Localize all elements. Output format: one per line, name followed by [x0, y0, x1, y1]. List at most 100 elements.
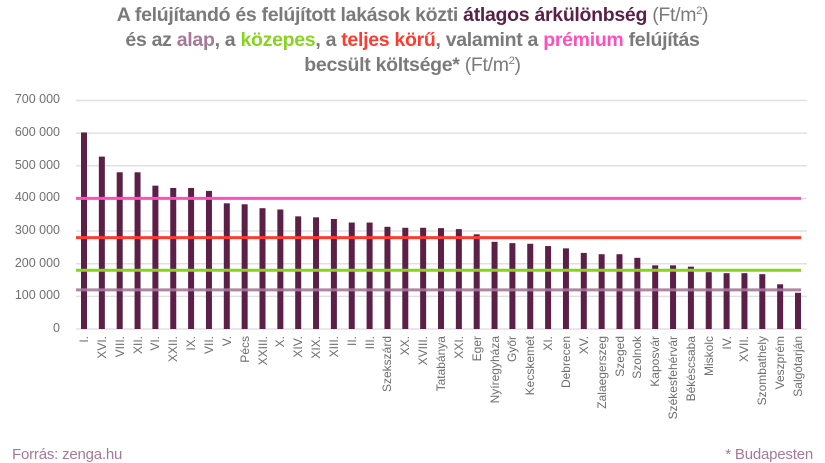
bar — [777, 284, 784, 329]
y-tick-label: 0 — [53, 321, 60, 335]
x-tick-label: V. — [219, 336, 234, 347]
title-unit-text: (Ft/m — [459, 54, 509, 76]
x-tick-label: XVI. — [94, 336, 109, 359]
bar — [384, 226, 391, 329]
title-text: és az — [125, 29, 177, 51]
bar — [330, 218, 337, 329]
bar — [295, 216, 302, 329]
bar — [759, 274, 766, 329]
title-line-2: és az alap, a közepes, a teljes körű, va… — [0, 28, 825, 53]
x-tick-label: XX. — [398, 336, 413, 356]
bar — [455, 229, 462, 329]
title-unit-close: ) — [514, 54, 522, 76]
x-tick-label: Békéscsaba — [683, 336, 698, 402]
x-tick-label: Szeged — [612, 336, 627, 377]
title-highlight-alap: alap — [176, 29, 215, 51]
bar — [723, 273, 730, 329]
x-tick-label: Szombathely — [755, 336, 770, 406]
y-tick-label: 300 000 — [14, 223, 60, 238]
bar — [670, 265, 677, 329]
bar — [81, 132, 87, 329]
bar — [259, 208, 266, 329]
y-tick-label: 200 000 — [14, 255, 60, 270]
bar — [366, 222, 373, 329]
source-footer: Forrás: zenga.hu — [12, 446, 123, 463]
x-tick-label: Szolnok — [630, 336, 645, 379]
bar — [241, 204, 248, 329]
x-tick-label: X. — [273, 336, 288, 348]
bar — [223, 203, 230, 329]
bar — [170, 187, 177, 329]
note-footer: * Budapesten — [725, 446, 813, 463]
title-highlight-avg: átlagos árkülönbség — [463, 4, 648, 26]
x-tick-label: VIII. — [112, 336, 127, 358]
bar — [652, 265, 659, 329]
bar — [741, 273, 748, 329]
bar — [616, 254, 623, 329]
x-tick-label: Miskolc — [701, 336, 716, 377]
title-text: , a — [214, 29, 241, 51]
y-tick-label: 700 000 — [14, 92, 60, 107]
y-tick-label: 600 000 — [14, 125, 60, 140]
bar — [152, 185, 159, 329]
title-unit-sup: 2 — [508, 55, 515, 67]
bar — [705, 272, 712, 329]
bar — [491, 241, 498, 329]
x-tick-label: Zalaegerszeg — [594, 336, 609, 409]
x-tick-label: Kaposvár — [648, 336, 663, 387]
bar — [687, 266, 694, 329]
bar — [527, 243, 534, 329]
bar — [795, 292, 801, 329]
x-tick-label: Tatabánya — [434, 336, 448, 392]
x-tick-label: XXII. — [166, 336, 181, 363]
x-tick-label: XV. — [576, 336, 591, 355]
title-unit: (Ft/m2) — [460, 54, 521, 76]
x-tick-label: Szekszárd — [380, 336, 395, 393]
x-tick-label: IV. — [719, 336, 734, 350]
bar — [402, 227, 409, 329]
title-text: , valamint a — [435, 29, 544, 51]
bar — [420, 227, 427, 329]
x-tick-label: IX. — [184, 336, 199, 351]
x-tick-label: I. — [77, 336, 91, 343]
x-tick-label: XXI. — [451, 336, 466, 359]
title-unit-text: (Ft/m — [647, 4, 697, 26]
bar — [348, 222, 355, 329]
chart-title: A felújítandó és felújított lakások közt… — [0, 3, 825, 78]
y-tick-label: 500 000 — [14, 157, 60, 172]
x-tick-label: Győr — [505, 336, 520, 363]
y-tick-label: 100 000 — [14, 288, 60, 303]
bar — [438, 228, 444, 329]
x-tick-label: II. — [344, 336, 359, 347]
x-tick-label: XI. — [541, 336, 556, 351]
x-tick-label: VII. — [201, 336, 216, 355]
bar — [634, 257, 641, 329]
x-tick-label: III. — [362, 336, 377, 350]
bar — [205, 190, 212, 329]
title-highlight-teljes: teljes körű — [341, 29, 436, 51]
title-text: felújítás — [623, 29, 700, 51]
x-tick-label: XXIII. — [255, 336, 270, 366]
title-line-1: A felújítandó és felújított lakások közt… — [0, 3, 825, 28]
x-tick-label: XIX. — [309, 336, 324, 359]
bar — [598, 254, 605, 329]
title-unit-sup: 2 — [696, 5, 703, 17]
x-tick-label: Székesfehérvár — [666, 336, 681, 420]
bar — [473, 234, 480, 329]
bar — [545, 246, 552, 329]
bar — [313, 217, 320, 329]
bar — [134, 172, 141, 329]
title-unit: (Ft/m2) — [647, 4, 708, 26]
title-unit-close: ) — [702, 4, 709, 26]
title-line-3: becsült költsége* (Ft/m2) — [0, 53, 825, 78]
x-tick-label: Debrecen — [558, 336, 573, 389]
bar — [116, 172, 123, 329]
x-tick-label: Kecskemét — [523, 336, 538, 396]
bar — [188, 187, 195, 329]
x-tick-label: Salgótarján — [791, 336, 805, 397]
x-tick-label: Nyíregyháza — [487, 336, 502, 404]
title-text: , a — [315, 29, 342, 51]
title-highlight-kozepes: közepes — [240, 29, 316, 51]
title-highlight-premium: prémium — [543, 29, 624, 51]
